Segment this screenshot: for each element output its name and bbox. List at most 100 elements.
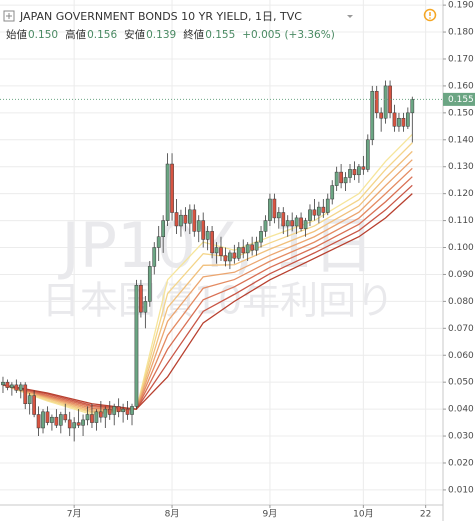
candle-body [406,112,410,127]
candle-body [134,284,139,407]
candle-body [312,209,317,216]
y-tick-label: 0.180 [448,28,474,38]
candle-body [285,220,290,227]
settings-icon[interactable] [423,8,437,22]
candle-body [357,166,361,176]
y-tick-label: 0.040 [448,405,474,415]
candle-body [401,117,406,127]
last-price-label: 0.155 [448,95,474,105]
candle-body [121,408,125,413]
candle-body [299,217,303,229]
y-tick-label: 0.170 [448,54,474,64]
candle-body [308,209,312,221]
candle-body [201,220,206,240]
settings-icon-part [429,17,431,19]
y-tick-label: 0.060 [448,351,474,361]
candle-body [303,220,308,229]
candle-body [63,414,68,421]
y-tick-label: 0.160 [448,81,474,91]
ribbon-line [2,142,413,414]
y-tick-label: 0.150 [448,108,474,118]
candle-body [365,139,370,170]
watermark: 日本国債10年利回り [42,279,394,323]
ohlc-label: 終値 [183,28,204,41]
x-tick-label: 9月 [263,509,278,520]
candle-body [236,247,241,259]
candle-body [268,198,272,221]
candle-body [370,91,375,141]
candle-body [330,185,335,200]
candle-body [165,163,170,221]
candle-body [161,220,166,237]
y-tick-label: 0.130 [448,162,474,172]
candle-body [10,384,14,388]
candle-body [58,414,63,426]
ohlc-label: 高値 [65,28,86,41]
candle-body [276,212,281,219]
y-tick-label: 0.120 [448,189,474,199]
candle-body [210,231,214,254]
candle-body [290,220,295,227]
y-tick-label: 0.070 [448,324,474,334]
candle-body [196,220,201,232]
y-tick-label: 0.110 [448,216,474,226]
candle-body [232,252,237,259]
candle-body [294,217,299,227]
candle-body [32,395,36,415]
candle-body [410,99,415,114]
candle-body [205,231,210,240]
plot [0,80,443,442]
expand-icon[interactable] [3,10,15,22]
candle-body [156,236,161,248]
y-tick-label: 0.100 [448,243,474,253]
candle-body [18,384,23,391]
y-tick-label: 0.140 [448,135,474,145]
candle-body [45,411,50,423]
candle-body [339,171,343,184]
y-tick-label: 0.080 [448,297,474,307]
candle-body [50,416,54,423]
ribbon-line [2,150,413,413]
candle-body [317,206,321,216]
candle-body [179,214,183,227]
candle-body [94,411,99,423]
candle-body [321,206,326,213]
candle-body [374,91,379,114]
candle-body [139,284,143,313]
candle-body [348,169,352,178]
candle-body [263,220,268,232]
candle-body [214,247,219,254]
candle-body [170,163,174,213]
candle-body [392,112,397,127]
y-tick-label: 0.010 [448,485,474,495]
candle-body [1,381,5,386]
candle-body [245,244,250,254]
candle-body [76,422,81,426]
candle-body [5,381,10,388]
candle-body [81,419,85,426]
candle-body [259,231,263,243]
candle-body [379,112,384,119]
y-tick-label: 0.090 [448,270,474,280]
candle-body [325,198,330,213]
candle-body [72,422,77,429]
candle-body [103,408,108,418]
candle-body [41,411,45,429]
candle-body [174,212,179,227]
ribbon-line [2,133,413,416]
axes: 0.010 0.020 0.030 0.040 0.050 0.060 0.070 0.080… [67,1,475,520]
candle-body [397,117,401,127]
ohlc-value: 0.155 [205,29,235,41]
candle-body [36,414,41,429]
y-tick-label: 0.050 [448,378,474,388]
candle-body [107,408,112,415]
candle-body [183,214,188,224]
candle-body [352,169,357,176]
candle-body [99,411,103,418]
ohlc-value: 0.150 [28,29,58,41]
title-menu[interactable] [347,15,353,18]
candle-body [152,247,157,267]
chart-title: JAPAN GOVERNMENT BONDS 10 YR YIELD, 1日, … [19,10,302,23]
ohlc-value: +0.005 (+3.36%) [242,29,335,41]
